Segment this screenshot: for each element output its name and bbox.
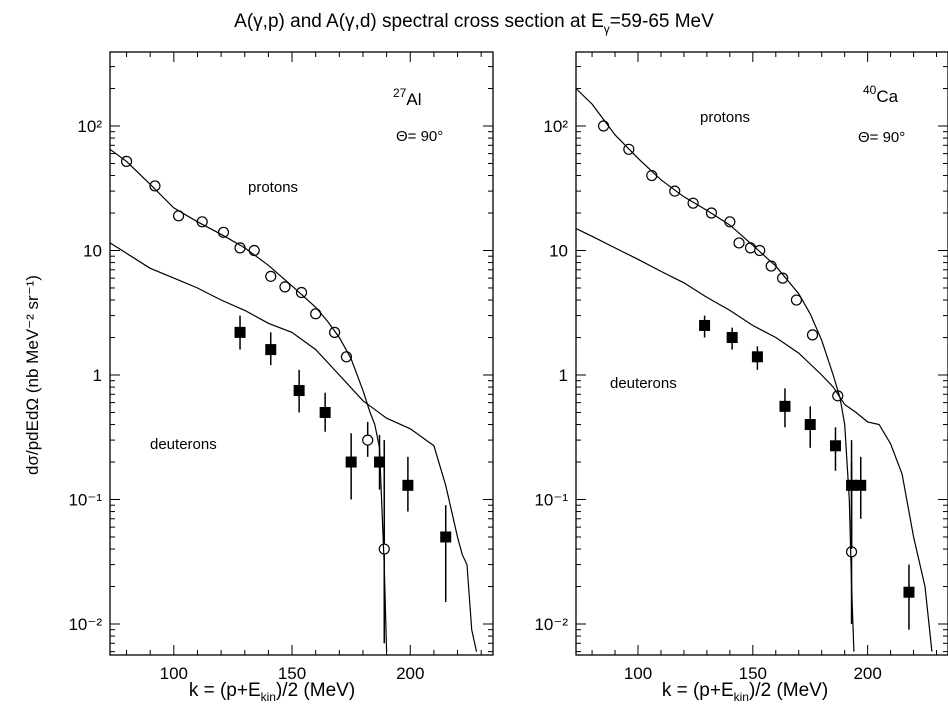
x-axis-label-left: k = (p+Ekin)/2 (MeV) [189,680,355,704]
protons-curve-line [575,88,855,652]
title-subscript: γ [604,22,610,36]
nucleus-label: 27Al [393,86,421,109]
y-tick-label: 10⁻¹ [68,491,102,510]
deuterons-point [440,531,452,543]
protons-point [295,286,308,299]
protons-point [310,308,322,320]
deuterons-point [319,406,331,418]
protons-label: protons [700,109,750,126]
x-axis-label-left-main: k = (p+E [189,680,261,701]
y-tick-label: 10⁻² [68,615,102,634]
x-tick-label: 150 [278,664,306,683]
deuterons-curve-line [575,228,933,652]
protons-label: protons [248,179,298,196]
x-axis-label-right: k = (p+Ekin)/2 (MeV) [662,680,828,704]
x-axis-label-left-sub: kin [261,690,276,704]
title-suffix: =59-65 MeV [610,11,714,32]
nucleus-mass: 40 [863,83,877,97]
deuterons-point [804,419,816,431]
title-prefix: A(γ,p) and A(γ,d) spectral cross section… [234,11,604,32]
angle-label: Θ= 90° [396,128,443,145]
y-tick-label: 10² [77,117,102,136]
x-tick-label: 100 [160,664,188,683]
deuterons-point [751,351,763,363]
deuterons-label: deuterons [150,436,217,453]
deuterons-point [293,385,305,397]
protons-point [248,244,260,257]
deuterons-point [234,326,246,338]
deuterons-point [402,479,414,491]
protons-point [265,270,277,282]
panel-right: 100 150 200 10⁻² 10⁻¹ 1 10 10² protons deuterons 4… [534,51,948,683]
y-tick-label: 10⁻² [534,615,568,634]
deuterons-label: deuterons [610,375,677,392]
y-tick-label: 10 [549,242,568,261]
protons-curve-line [109,148,388,652]
y-tick-label: 10 [83,242,102,261]
y-axis-label: dσ/pdEdΩ (nb MeV⁻² sr⁻¹) [23,275,42,475]
deuterons-point [829,440,841,452]
deuterons-point [903,586,915,598]
y-tick-label: 10² [543,117,568,136]
protons-point [790,294,803,306]
y-tick-label: 10⁻¹ [534,491,568,510]
protons-point [279,281,291,293]
nucleus-mass: 27 [393,86,407,100]
y-tick-label: 1 [93,366,102,385]
x-axis-label-right-end: )/2 (MeV) [749,680,828,701]
protons-point [362,434,374,446]
deuterons-point [855,479,867,491]
nucleus-label: 40Ca [863,83,899,106]
deuterons-point [699,319,711,331]
x-axis-label-right-sub: kin [734,690,749,704]
x-tick-label: 100 [624,664,652,683]
protons-point [744,242,757,254]
x-tick-label: 200 [853,664,881,683]
deuterons-point [779,400,791,412]
panel-left: 100 150 200 10⁻² 10⁻¹ 1 10 10² protons deuterons 2… [68,51,494,683]
deuterons-point [265,344,277,356]
deuterons-point [345,456,357,468]
deuterons-point [846,479,858,491]
deuterons-point [726,332,738,344]
protons-point [806,329,819,341]
x-tick-label: 150 [739,664,767,683]
chart-title: A(γ,p) and A(γ,d) spectral cross section… [234,11,714,36]
plot-frame-left [109,51,494,656]
nucleus-symbol: Ca [876,87,898,106]
deuterons-curve-line [109,242,478,652]
protons-point [149,180,161,192]
x-tick-label: 200 [396,664,424,683]
protons-point [777,272,789,284]
x-axis-label-left-end: )/2 (MeV) [276,680,355,701]
protons-point [646,169,658,182]
y-tick-label: 1 [559,366,568,385]
x-axis-label-right-main: k = (p+E [662,680,734,701]
protons-point [597,120,610,132]
nucleus-symbol: Al [406,90,421,109]
plot-frame-right [575,51,948,656]
angle-label: Θ= 90° [858,129,905,146]
protons-point [733,237,745,249]
